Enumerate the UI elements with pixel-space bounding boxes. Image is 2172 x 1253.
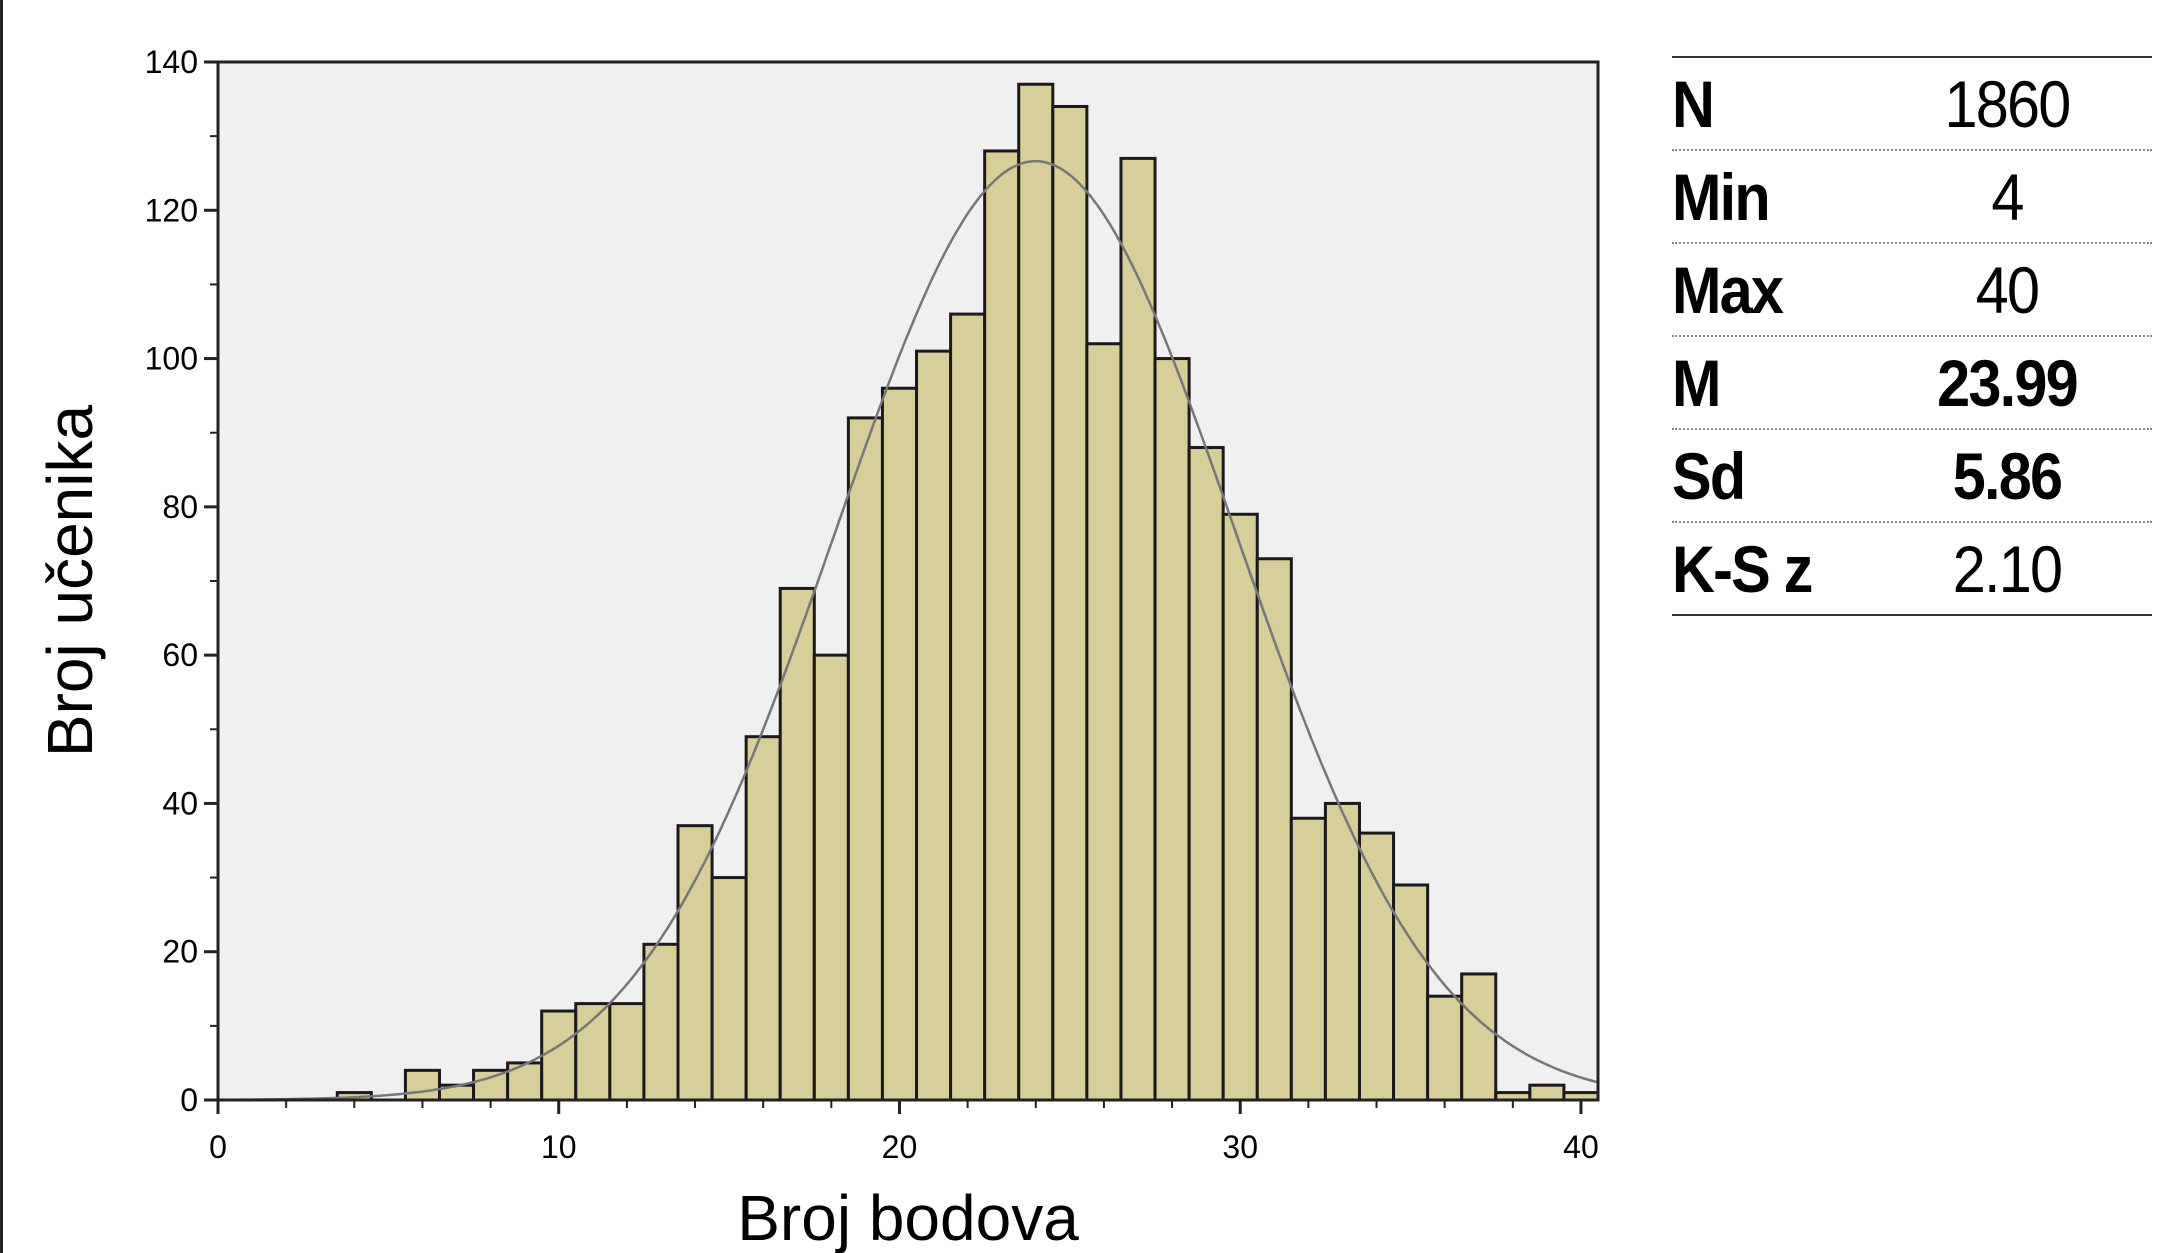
histogram-bar (676, 824, 714, 1102)
stat-label: K-S z (1672, 531, 1813, 606)
stat-value: 5.86 (1952, 438, 2063, 513)
histogram-bar (1187, 446, 1225, 1102)
stat-value: 40 (1975, 252, 2040, 327)
histogram-bar (1085, 342, 1123, 1102)
stat-label: N (1672, 66, 1715, 141)
histogram-bar (608, 1002, 646, 1102)
x-tick-label: 20 (882, 1129, 918, 1165)
x-tick-label: 40 (1563, 1129, 1599, 1165)
axes: 0 20 40 60 80 100 120 140 0 10 20 30 40 (145, 44, 1599, 1165)
histogram-bar (1017, 82, 1055, 1102)
y-tick-label: 60 (162, 637, 198, 673)
y-tick-label: 0 (180, 1082, 198, 1118)
histogram-bar (1357, 831, 1396, 1102)
histogram-bar (642, 942, 680, 1102)
histogram-bar (710, 876, 748, 1102)
histogram-bar (846, 416, 884, 1102)
histogram-bar (1528, 1083, 1566, 1102)
stat-row-n: N 1860 (1672, 58, 2152, 151)
y-tick-label: 120 (145, 192, 198, 228)
histogram-bar (915, 349, 953, 1102)
y-tick-label: 80 (162, 489, 198, 525)
histogram-bar (1119, 156, 1157, 1102)
histogram-bar (949, 312, 987, 1102)
stat-row-sd: Sd 5.86 (1672, 430, 2152, 523)
histogram-bar (472, 1068, 510, 1102)
stat-value: 4 (1991, 159, 2024, 234)
histogram-bar (1323, 801, 1361, 1102)
histogram-bar (778, 586, 816, 1102)
histogram-bar (812, 653, 850, 1102)
x-tick-label: 30 (1222, 1129, 1258, 1165)
histogram-bar (1221, 512, 1259, 1102)
histogram-bar (403, 1068, 441, 1102)
x-tick-label: 10 (541, 1129, 577, 1165)
histogram-bar (1426, 994, 1464, 1102)
stat-value: 23.99 (1937, 345, 2078, 420)
left-border-rule (0, 0, 3, 1253)
histogram-bar (983, 149, 1021, 1102)
stat-label: Min (1672, 159, 1771, 234)
statistics-table: N 1860 Min 4 Max 40 M 23.99 Sd 5.86 K-S … (1672, 56, 2152, 616)
stat-value: 1860 (1944, 66, 2072, 141)
stat-row-mean: M 23.99 (1672, 337, 2152, 430)
x-axis-label: Broj bodova (737, 1182, 1079, 1253)
histogram-bar (1153, 357, 1191, 1102)
y-axis-label: Broj učenika (34, 405, 106, 758)
y-tick-label: 20 (162, 934, 198, 970)
histogram-bar (880, 386, 919, 1102)
histogram-bar (1289, 816, 1327, 1102)
histogram-bar (1255, 557, 1293, 1102)
stat-label: Sd (1672, 438, 1746, 513)
y-tick-label: 100 (145, 341, 198, 377)
stat-row-min: Min 4 (1672, 151, 2152, 244)
histogram-bar (1392, 883, 1430, 1102)
histogram-bar (540, 1009, 578, 1102)
histogram-bar (744, 735, 782, 1102)
normal-distribution-curve (218, 159, 1599, 1102)
stat-label: Max (1672, 252, 1784, 327)
x-tick-label: 0 (209, 1129, 227, 1165)
stat-row-ks-z: K-S z 2.10 (1672, 523, 2152, 614)
stat-row-max: Max 40 (1672, 244, 2152, 337)
y-tick-label: 40 (162, 785, 198, 821)
y-tick-label: 140 (145, 44, 198, 80)
histogram-bar (1051, 104, 1089, 1102)
stat-label: M (1672, 345, 1721, 420)
stat-value: 2.10 (1952, 531, 2063, 606)
histogram-bar (1460, 972, 1498, 1102)
